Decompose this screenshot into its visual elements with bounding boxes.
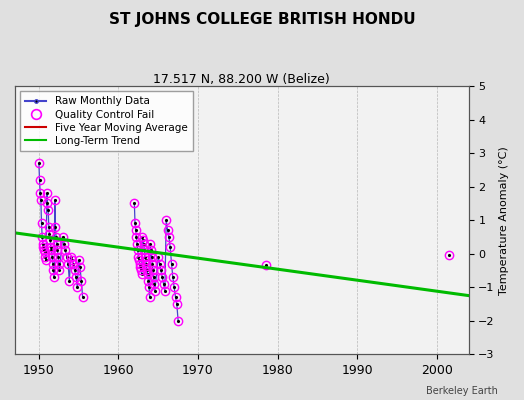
Legend: Raw Monthly Data, Quality Control Fail, Five Year Moving Average, Long-Term Tren: Raw Monthly Data, Quality Control Fail, … [20, 91, 192, 151]
Text: Berkeley Earth: Berkeley Earth [426, 386, 498, 396]
Title: 17.517 N, 88.200 W (Belize): 17.517 N, 88.200 W (Belize) [154, 73, 330, 86]
Text: ST JOHNS COLLEGE BRITISH HONDU: ST JOHNS COLLEGE BRITISH HONDU [108, 12, 416, 27]
Y-axis label: Temperature Anomaly (°C): Temperature Anomaly (°C) [499, 146, 509, 294]
